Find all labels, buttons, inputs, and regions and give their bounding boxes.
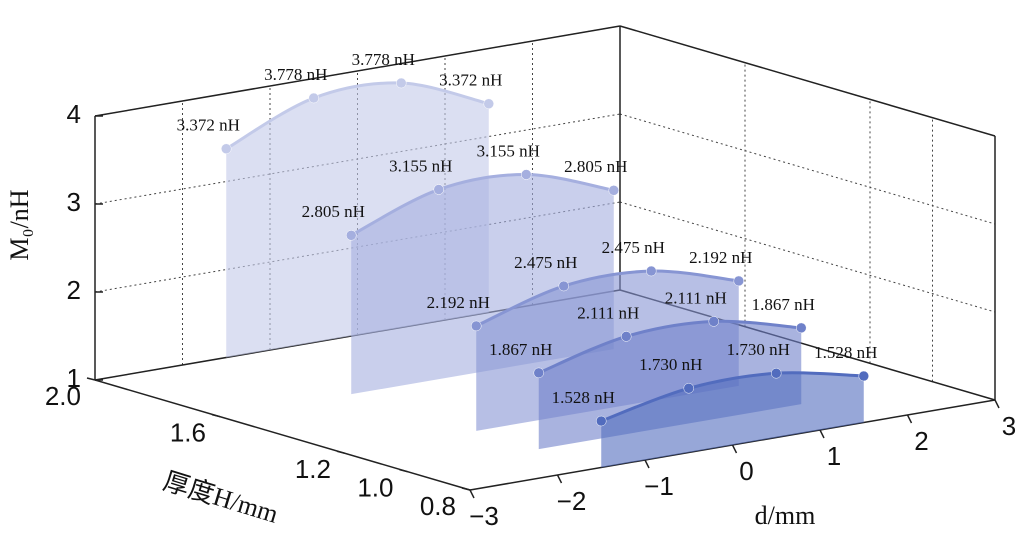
y-tick-label: 1.6: [170, 418, 206, 448]
tick-mark: [556, 474, 563, 484]
point: [796, 322, 807, 334]
value-label: 2.111 nH: [577, 303, 639, 322]
value-label: 3.155 nH: [477, 141, 540, 160]
point: [646, 265, 657, 277]
axis-frame: [94, 25, 621, 117]
value-label: 1.730 nH: [639, 355, 702, 374]
x-axis-label: d/mm: [755, 501, 816, 530]
grid-line: [619, 201, 996, 313]
y-axis-label: 厚度H/mm: [160, 466, 282, 528]
y-tick-label: 2.0: [45, 381, 81, 411]
value-label: 2.192 nH: [427, 293, 490, 312]
value-label: 3.372 nH: [177, 116, 240, 135]
z-tick-label: 1: [67, 363, 81, 393]
value-label: 2.805 nH: [302, 202, 365, 221]
ribbon-line: [600, 371, 864, 423]
point: [733, 275, 744, 287]
x-tick-label: −2: [557, 486, 587, 516]
point: [596, 415, 607, 427]
point: [558, 280, 569, 292]
y-tick-label: 1.2: [295, 454, 331, 484]
point: [683, 383, 694, 394]
value-label: 2.805 nH: [564, 157, 627, 176]
point: [621, 331, 632, 342]
z-tick-label: 2: [67, 275, 81, 305]
value-label: 2.192 nH: [689, 248, 752, 267]
grid-line: [619, 113, 996, 225]
tick-mark: [731, 444, 738, 454]
tick-mark: [399, 468, 408, 473]
x-tick-label: 3: [1002, 411, 1016, 441]
value-label: 2.475 nH: [514, 253, 577, 272]
value-label: 3.778 nH: [264, 65, 327, 84]
point: [858, 370, 869, 382]
point: [396, 77, 407, 89]
value-label: 3.155 nH: [389, 156, 452, 175]
ribbon-line: [475, 269, 739, 328]
x-tick-label: 0: [739, 456, 753, 486]
tick-mark: [994, 399, 1000, 409]
point: [521, 169, 532, 180]
point: [708, 316, 719, 327]
value-label: 1.867 nH: [489, 340, 552, 359]
ribbon-line: [538, 319, 802, 375]
z-tick-label: 4: [67, 99, 81, 129]
value-label: 2.111 nH: [665, 288, 727, 307]
value-label: 1.528 nH: [552, 388, 615, 407]
z-axis-label: M₀/nH: [5, 189, 34, 260]
tick-mark: [86, 377, 96, 381]
x-tick-label: −3: [469, 501, 499, 531]
x-tick-label: 1: [827, 441, 841, 471]
point: [346, 230, 357, 241]
tick-mark: [469, 489, 475, 499]
value-label: 2.475 nH: [602, 238, 665, 257]
tick-mark: [211, 413, 221, 418]
value-label: 1.730 nH: [727, 340, 790, 359]
ribbon-line: [225, 81, 490, 151]
y-tick-label: 0.8: [420, 491, 456, 521]
point: [221, 143, 232, 155]
axis-frame: [619, 25, 996, 137]
axis-frame: [94, 379, 471, 491]
point: [471, 320, 482, 332]
point: [608, 185, 619, 196]
point: [433, 184, 444, 195]
x-tick-label: 2: [914, 426, 928, 456]
tick-mark: [461, 487, 471, 491]
point: [771, 368, 782, 379]
tick-mark: [644, 459, 650, 469]
ribbon-line: [350, 173, 615, 237]
point: [533, 367, 544, 379]
point: [483, 98, 494, 110]
x-tick-label: −1: [644, 471, 674, 501]
value-label: 1.528 nH: [814, 343, 877, 362]
y-tick-label: 1.0: [357, 473, 393, 503]
tick-mark: [819, 429, 825, 439]
z-tick-label: 3: [67, 187, 81, 217]
tick-mark: [336, 450, 346, 455]
tick-mark: [906, 414, 913, 424]
value-label: 3.778 nH: [352, 50, 415, 69]
point: [308, 92, 319, 104]
value-label: 1.867 nH: [752, 295, 815, 314]
value-label: 3.372 nH: [439, 71, 502, 90]
